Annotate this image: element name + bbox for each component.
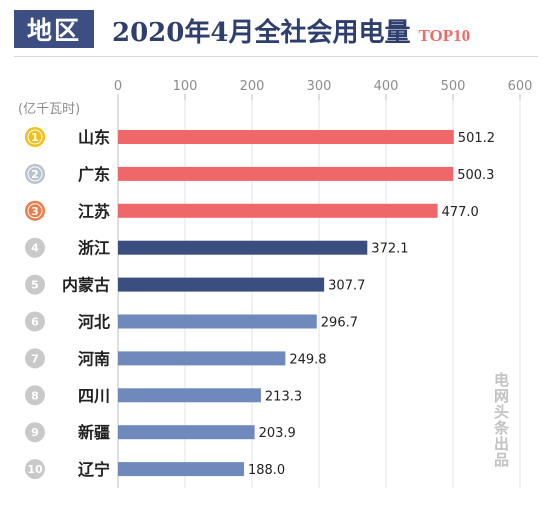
category-label: 浙江 — [78, 239, 110, 258]
rank-circle — [25, 274, 45, 295]
rank-number: 2 — [31, 168, 39, 181]
category-label: 辽宁 — [78, 460, 110, 479]
bar — [118, 130, 454, 144]
chart-title: 2020年4月全社会用电量 TOP10 — [112, 12, 542, 48]
rank-number: 3 — [31, 205, 39, 218]
bar — [118, 166, 454, 181]
value-label: 501.2 — [458, 131, 495, 146]
bar — [118, 425, 255, 440]
bar — [118, 277, 325, 292]
rank-number: 10 — [27, 463, 43, 476]
rank-circle-ring — [27, 129, 43, 145]
rank-circle — [25, 385, 45, 406]
bar — [118, 314, 317, 329]
value-label: 296.7 — [321, 316, 358, 331]
bar — [118, 351, 286, 366]
x-tick-label: 500 — [441, 79, 466, 94]
chart-title-tag: TOP10 — [418, 26, 471, 45]
y-axis-unit-label: (亿千瓦时) — [18, 102, 81, 117]
value-label: 188.0 — [248, 463, 285, 478]
watermark: 电网头条出品 — [492, 372, 510, 468]
value-label: 213.3 — [265, 389, 302, 404]
value-label: 249.8 — [289, 352, 326, 367]
rank-circle — [25, 237, 45, 258]
title-divider — [14, 56, 538, 57]
category-label: 内蒙古 — [62, 276, 110, 295]
bar — [118, 388, 261, 403]
rank-circle-ring — [27, 203, 43, 219]
bar — [118, 462, 244, 477]
region-badge: 地区 — [14, 10, 94, 48]
chart-title-text: 2020年4月全社会用电量 — [112, 18, 411, 48]
category-label: 江苏 — [78, 202, 110, 221]
rank-circle-ring — [27, 166, 43, 182]
rank-number: 4 — [31, 242, 39, 255]
x-tick-label: 100 — [173, 79, 198, 94]
x-tick-label: 600 — [508, 79, 533, 94]
category-label: 河南 — [78, 349, 110, 368]
category-label: 广东 — [78, 165, 110, 184]
rank-number: 6 — [31, 316, 39, 329]
rank-circle — [25, 459, 45, 480]
value-label: 477.0 — [442, 205, 479, 220]
bar — [118, 240, 368, 255]
rank-circle — [25, 422, 45, 443]
value-label: 203.9 — [259, 426, 296, 441]
rank-number: 7 — [31, 352, 39, 365]
x-tick-label: 400 — [374, 79, 399, 94]
rank-number: 5 — [31, 279, 39, 292]
x-tick-label: 300 — [307, 79, 332, 94]
rank-circle — [25, 311, 45, 332]
x-tick-label: 200 — [240, 79, 265, 94]
category-label: 新疆 — [78, 423, 110, 442]
value-label: 372.1 — [371, 242, 408, 257]
bar — [118, 203, 438, 218]
value-label: 500.3 — [457, 168, 494, 183]
category-label: 山东 — [78, 128, 110, 147]
value-label: 307.7 — [328, 279, 365, 294]
rank-number: 8 — [31, 389, 39, 402]
x-tick-label: 0 — [114, 79, 122, 94]
rank-number: 9 — [31, 426, 39, 439]
rank-circle — [25, 348, 45, 369]
rank-number: 1 — [31, 131, 39, 144]
category-label: 四川 — [78, 386, 110, 405]
category-label: 河北 — [78, 313, 110, 332]
